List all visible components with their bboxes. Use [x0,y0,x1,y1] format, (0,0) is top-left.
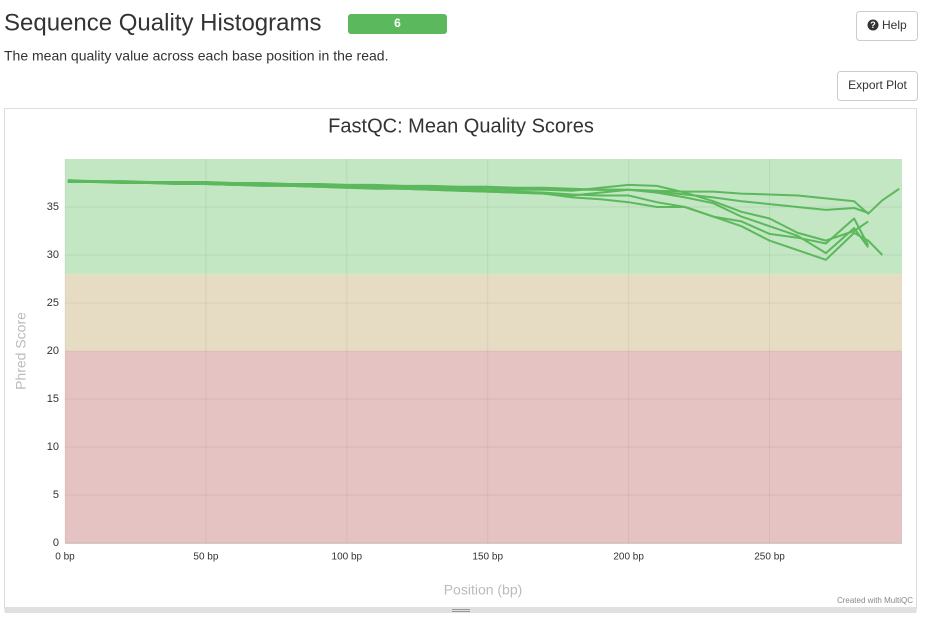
y-tick-label: 35 [47,201,59,213]
credit: Created with MultiQC [837,596,913,605]
x-tick-label: 50 bp [193,552,218,563]
x-axis-label: Position (bp) [444,582,523,598]
chart-title: FastQC: Mean Quality Scores [328,115,594,137]
y-tick-label: 30 [47,249,59,261]
x-tick-label: 0 bp [55,552,75,563]
x-tick-label: 150 bp [472,552,503,563]
x-tick-label: 100 bp [332,552,363,563]
help-label: Help [882,18,907,32]
y-axis-label: Phred Score [13,312,29,390]
series-line [67,181,870,255]
export-label: Export Plot [848,78,907,92]
page-title: Sequence Quality Histograms [4,9,321,36]
description: The mean quality value across each base … [4,48,388,64]
svg-text:?: ? [870,20,876,30]
y-tick-label: 20 [47,345,59,357]
badge-bg [348,14,447,34]
export-button[interactable]: Export Plot [837,71,918,101]
badge: 6 [394,16,401,30]
plot-band [65,351,902,543]
plot-band [65,159,902,275]
x-tick-label: 250 bp [754,552,785,563]
y-tick-label: 5 [53,489,59,501]
plot-band [65,274,902,351]
y-tick-label: 15 [47,393,59,405]
y-tick-label: 10 [47,441,59,453]
y-tick-label: 25 [47,297,59,309]
y-tick-label: 0 [53,537,59,549]
help-button[interactable]: ? Help [856,11,918,41]
x-tick-label: 200 bp [613,552,644,563]
